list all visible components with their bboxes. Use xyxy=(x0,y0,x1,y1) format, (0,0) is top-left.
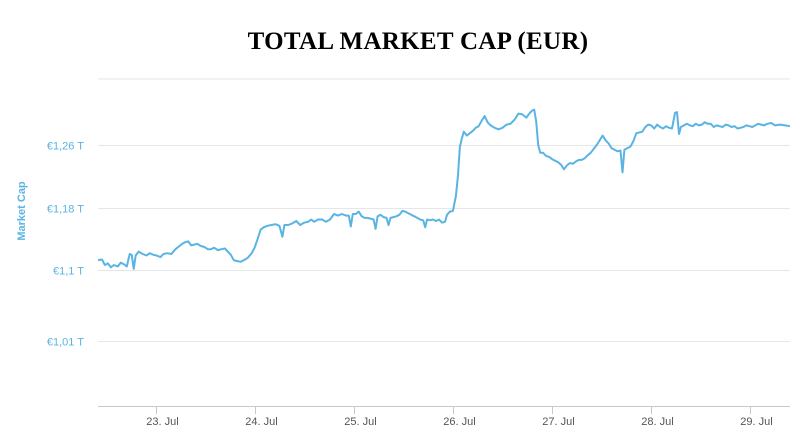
series-line-0 xyxy=(97,108,791,270)
y-tick-label: €1,01 T xyxy=(47,337,84,349)
gridlines xyxy=(98,78,790,342)
x-tick-label: 23. Jul xyxy=(146,416,178,428)
chart-title: TOTAL MARKET CAP (EUR) xyxy=(247,28,589,55)
x-tick-label: 28. Jul xyxy=(641,416,673,428)
y-axis-label: Market Cap xyxy=(16,181,28,241)
x-tick-label: 25. Jul xyxy=(344,416,376,428)
y-tick-label: €1,26 T xyxy=(47,141,84,153)
x-tick-label: 29. Jul xyxy=(740,416,772,428)
y-tick-label: €1,18 T xyxy=(47,204,84,216)
x-tick-label: 24. Jul xyxy=(245,416,277,428)
x-tick-label: 27. Jul xyxy=(542,416,574,428)
series-layer xyxy=(97,108,791,270)
y-tick-label: €1,1 T xyxy=(53,266,84,278)
x-tick-label: 26. Jul xyxy=(443,416,475,428)
axes: €1,01 T €1,1 T €1,18 T €1,26 T 23. Jul 24. Ju… xyxy=(47,141,790,428)
